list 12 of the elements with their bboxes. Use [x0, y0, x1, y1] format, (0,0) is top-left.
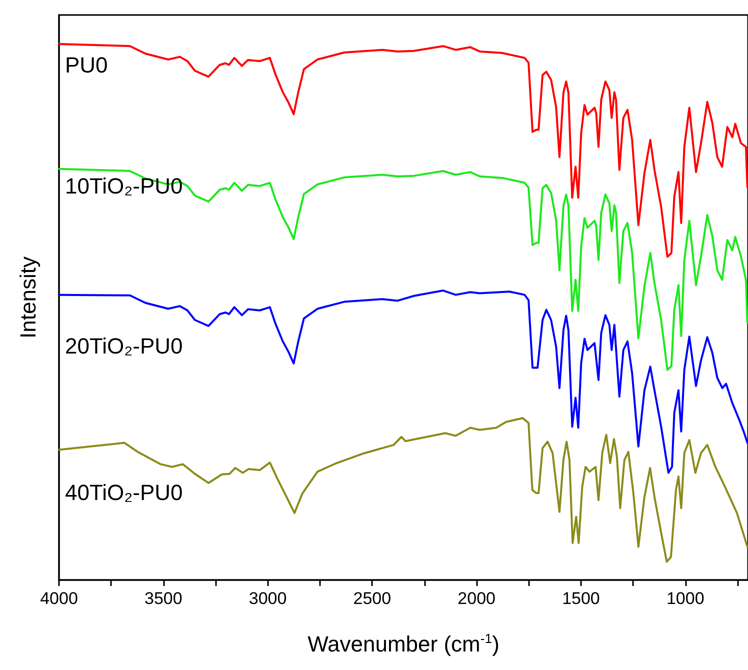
x-tick-label: 2500 [353, 589, 392, 608]
x-tick-label: 4000 [40, 589, 78, 608]
x-tick-label: 3500 [144, 589, 182, 608]
series-label: 20TiO₂-PU0 [65, 333, 183, 358]
x-tick-label: 1500 [562, 589, 600, 608]
x-tick-label: 3000 [248, 589, 287, 608]
series-label: 10TiO₂-PU0 [65, 173, 183, 198]
x-tick-label: 1000 [666, 589, 704, 608]
series-label: PU0 [65, 52, 108, 78]
x-tick-label: 2000 [458, 589, 496, 608]
series-label: 40TiO₂-PU0 [65, 480, 183, 506]
y-axis-title: Intensity [16, 256, 40, 338]
